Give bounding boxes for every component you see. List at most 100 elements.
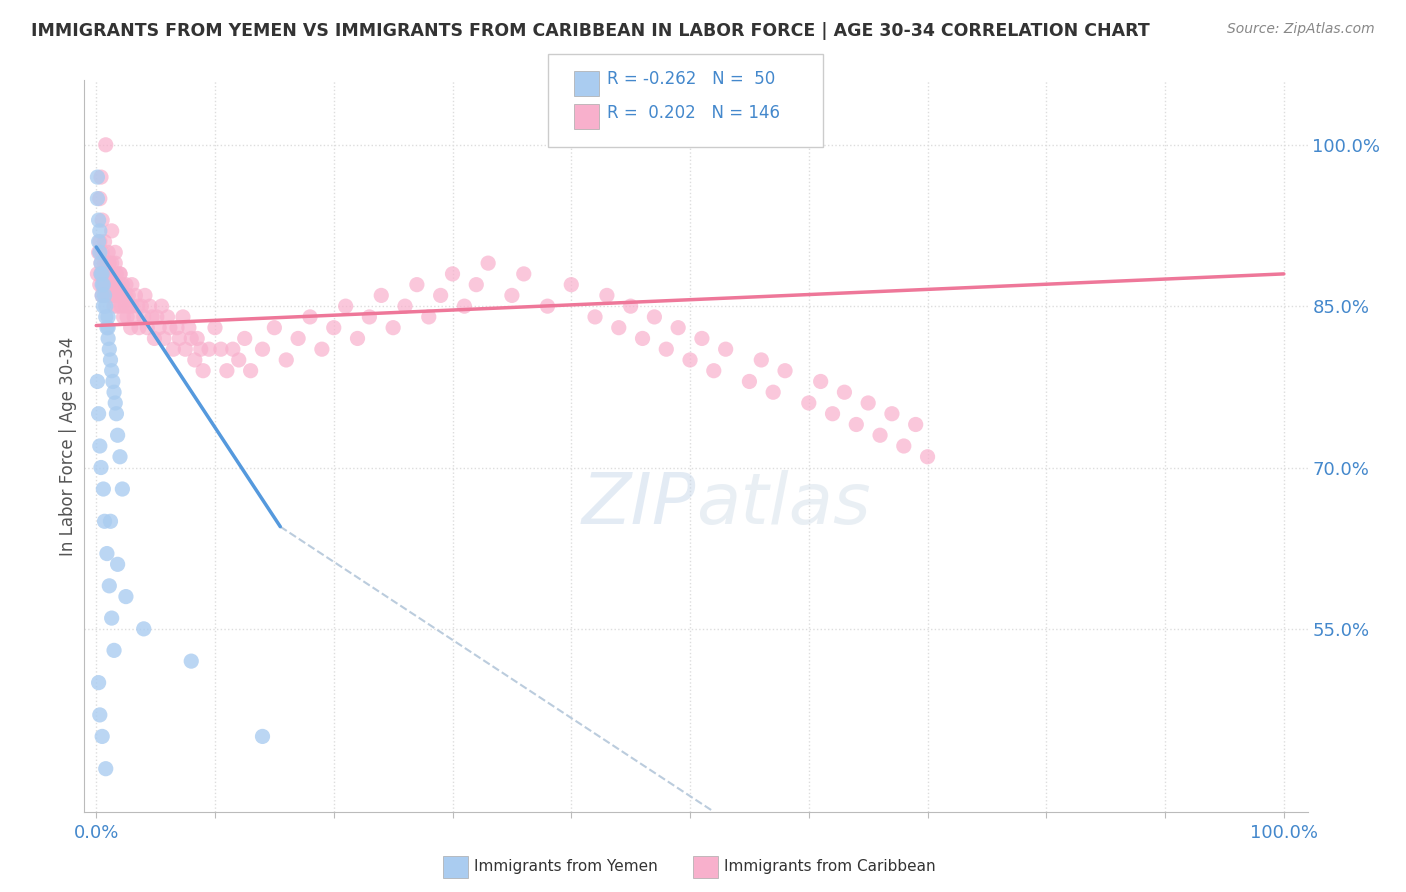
Point (103, 277, 125, 292)
Point (87, 407, 110, 421)
Point (91, 288, 114, 302)
Point (91, 277, 114, 292)
Point (93, 288, 115, 302)
Point (100, 288, 122, 302)
Point (252, 342, 274, 356)
Point (239, 364, 262, 378)
Point (132, 622, 155, 636)
Point (228, 353, 250, 368)
Text: R =  0.202   N = 146: R = 0.202 N = 146 (607, 104, 780, 122)
Point (607, 320, 630, 334)
Point (87, 245, 110, 260)
Point (118, 299, 141, 313)
Point (93, 256, 115, 270)
Point (263, 320, 285, 334)
Point (134, 288, 156, 302)
Point (465, 277, 488, 292)
Point (97, 331, 120, 345)
Point (93, 482, 115, 496)
Point (107, 277, 129, 292)
Point (169, 331, 191, 345)
Point (107, 428, 129, 442)
Point (453, 299, 475, 313)
Point (150, 299, 173, 313)
Point (86, 192, 108, 206)
Point (97, 245, 120, 260)
Point (89, 235, 111, 249)
Point (104, 277, 127, 292)
Point (252, 730, 274, 744)
Point (90, 256, 112, 270)
Point (655, 342, 678, 356)
Point (100, 611, 122, 625)
Point (536, 299, 558, 313)
Point (103, 385, 125, 400)
Point (560, 277, 582, 292)
Point (382, 320, 405, 334)
Point (797, 396, 820, 410)
Point (96, 320, 118, 334)
Point (394, 299, 416, 313)
Point (148, 320, 170, 334)
Point (773, 364, 796, 378)
Point (136, 320, 159, 334)
Point (359, 310, 381, 324)
Point (180, 654, 202, 668)
Point (91, 288, 114, 302)
Text: R = -0.262   N =  50: R = -0.262 N = 50 (607, 70, 776, 88)
Point (97, 310, 120, 324)
Point (104, 256, 127, 270)
Point (94, 267, 117, 281)
Point (97, 288, 120, 302)
Point (93, 277, 115, 292)
Point (101, 375, 124, 389)
Point (121, 277, 143, 292)
Point (98, 342, 121, 356)
Point (159, 320, 181, 334)
Point (115, 288, 138, 302)
Text: Source: ZipAtlas.com: Source: ZipAtlas.com (1227, 22, 1375, 37)
Point (108, 267, 131, 281)
Point (105, 288, 128, 302)
Point (101, 288, 124, 302)
Point (101, 267, 124, 281)
Point (107, 558, 129, 572)
Point (917, 450, 939, 464)
Point (122, 310, 145, 324)
Point (121, 299, 143, 313)
Point (93, 514, 115, 528)
Point (94, 137, 117, 152)
Point (107, 299, 129, 313)
Point (583, 310, 606, 324)
Point (146, 310, 169, 324)
Point (893, 439, 915, 453)
Point (108, 267, 131, 281)
Point (335, 299, 357, 313)
Point (97, 320, 120, 334)
Point (138, 299, 160, 313)
Point (869, 428, 891, 442)
Point (97, 256, 120, 270)
Point (96, 547, 118, 561)
Point (94, 310, 117, 324)
Point (89, 192, 111, 206)
Point (90, 267, 112, 281)
Point (429, 288, 451, 302)
Point (90, 256, 112, 270)
Point (153, 331, 176, 345)
Point (97, 267, 120, 281)
Point (322, 320, 344, 334)
Point (87, 213, 110, 227)
Point (370, 288, 392, 302)
Point (749, 353, 772, 368)
Point (141, 310, 163, 324)
Point (91, 213, 114, 227)
Point (880, 407, 903, 421)
Text: ZIP: ZIP (582, 470, 696, 539)
Point (233, 331, 256, 345)
Point (93, 267, 115, 281)
Point (143, 331, 166, 345)
Point (115, 590, 138, 604)
Point (186, 331, 208, 345)
Point (90, 460, 112, 475)
